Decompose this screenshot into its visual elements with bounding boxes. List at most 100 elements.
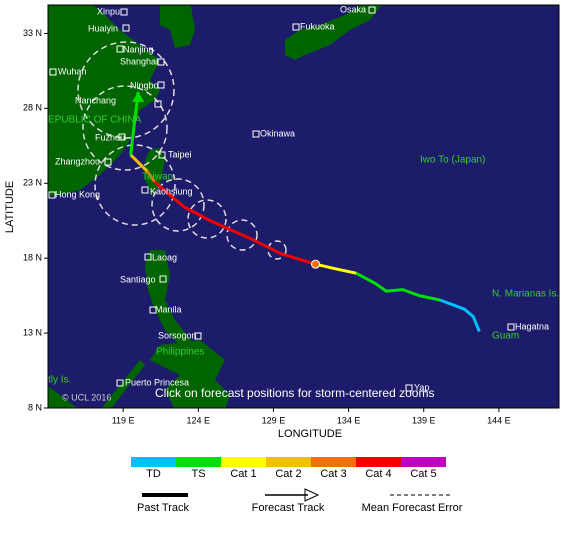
legend-label: TD bbox=[146, 468, 161, 480]
region-label: tly Is. bbox=[48, 375, 71, 386]
city-label: Kaohsiung bbox=[150, 186, 193, 196]
regions: EPUBLIC OF CHINA Taiwan Iwo To (Japan) N. M… bbox=[48, 115, 559, 386]
city-label: Ningbo bbox=[130, 80, 159, 90]
city-marker bbox=[104, 158, 112, 166]
legend-swatch bbox=[131, 457, 176, 467]
x-tick-label: 134 E bbox=[337, 415, 361, 425]
region-label: EPUBLIC OF CHINA bbox=[48, 115, 142, 126]
legend-label: Cat 5 bbox=[410, 468, 436, 480]
city-marker bbox=[116, 379, 124, 387]
city-marker bbox=[507, 323, 515, 331]
city-marker bbox=[154, 100, 162, 108]
track-segment bbox=[439, 298, 481, 333]
city-label: Fukuoka bbox=[300, 21, 335, 31]
track-segment bbox=[153, 180, 316, 266]
hint: Click on forecast positions for storm-ce… bbox=[155, 386, 434, 400]
y-tick-label: 13 N bbox=[23, 327, 42, 337]
x-tick-label: 139 E bbox=[412, 415, 436, 425]
y-tick-label: 8 N bbox=[28, 402, 42, 412]
city-label: Nanjing bbox=[123, 44, 154, 54]
legend-label: TS bbox=[191, 468, 205, 480]
legend-swatch bbox=[401, 457, 446, 467]
track-segment bbox=[355, 271, 441, 302]
city-marker bbox=[252, 130, 260, 138]
city-marker bbox=[157, 58, 165, 66]
track-segment bbox=[129, 91, 140, 155]
legend-line-label: Mean Forecast Error bbox=[362, 502, 463, 514]
city-label: Shanghai bbox=[120, 56, 158, 66]
legend-line-label: Forecast Track bbox=[252, 502, 325, 514]
y-tick-label: 33 N bbox=[23, 28, 42, 38]
track-segment bbox=[129, 153, 149, 173]
x-tick-label: 119 E bbox=[112, 415, 135, 425]
city-marker bbox=[157, 81, 165, 89]
y-tick-label: 28 N bbox=[23, 103, 42, 113]
arrow-head bbox=[132, 91, 145, 102]
legend-swatch bbox=[176, 457, 221, 467]
y-tick-label: 23 N bbox=[23, 178, 42, 188]
city-marker bbox=[159, 275, 167, 283]
x-tick-label: 129 E bbox=[262, 415, 286, 425]
city-marker bbox=[49, 68, 57, 76]
x-tick-label: 124 E bbox=[187, 415, 211, 425]
city-marker bbox=[141, 186, 149, 194]
city-marker bbox=[158, 151, 166, 159]
city-label: Santiago bbox=[120, 274, 156, 284]
land bbox=[48, 5, 382, 408]
city-label: Nanchang bbox=[75, 95, 116, 105]
cities: Xinpu Huaiyin Nanjing Shanghai Wuhan Ningbo Na… bbox=[48, 4, 549, 392]
city-label: Okinawa bbox=[260, 128, 295, 138]
city-label: Yap bbox=[414, 382, 429, 392]
city-label: Zhangzhou bbox=[55, 156, 100, 166]
city-label: Hong Kong bbox=[55, 189, 100, 199]
city-label: Taipei bbox=[168, 149, 192, 159]
city-label: Osaka bbox=[340, 4, 366, 14]
city-marker bbox=[149, 306, 157, 314]
y-label: LATITUDE bbox=[4, 181, 16, 233]
city-label: Hagatna bbox=[515, 321, 549, 331]
region-label: N. Marianas Is. bbox=[492, 289, 559, 300]
region-label: Guam bbox=[492, 331, 519, 342]
city-marker bbox=[144, 253, 152, 261]
city-label: Laoag bbox=[152, 252, 177, 262]
copyright: © UCL 2016 bbox=[62, 392, 111, 402]
city-marker bbox=[116, 45, 124, 53]
city-marker bbox=[194, 332, 202, 340]
city-marker bbox=[368, 6, 376, 14]
legend: TD TS Cat 1 Cat 2 Cat 3 Cat 4 Cat 5 Past Track F… bbox=[131, 457, 463, 514]
legend-swatch bbox=[311, 457, 356, 467]
city-marker bbox=[405, 384, 413, 392]
city-marker bbox=[120, 8, 128, 16]
legend-label: Cat 3 bbox=[320, 468, 346, 480]
city-label: Huaiyin bbox=[88, 23, 118, 33]
legend-swatch bbox=[221, 457, 266, 467]
city-label: Puerto Princesa bbox=[125, 377, 189, 387]
x-tick-label: 144 E bbox=[487, 415, 511, 425]
track-segment bbox=[145, 170, 156, 183]
city-label: Wuhan bbox=[58, 66, 86, 76]
legend-label: Cat 1 bbox=[230, 468, 256, 480]
city-marker bbox=[122, 24, 130, 32]
city-marker bbox=[118, 133, 126, 141]
city-label: Manila bbox=[155, 304, 182, 314]
legend-label: Cat 2 bbox=[275, 468, 301, 480]
legend-swatch bbox=[266, 457, 311, 467]
track bbox=[129, 91, 481, 333]
region-label: Taiwan bbox=[142, 172, 173, 183]
frame bbox=[47, 4, 560, 409]
track-segment bbox=[315, 262, 357, 275]
city-marker bbox=[292, 23, 300, 31]
current-position bbox=[311, 259, 321, 269]
region-label: Iwo To (Japan) bbox=[420, 155, 485, 166]
city-label: Sorsogon bbox=[158, 330, 197, 340]
y-tick-label: 18 N bbox=[23, 253, 42, 263]
city-label: Xinpu bbox=[97, 6, 120, 16]
legend-swatch bbox=[356, 457, 401, 467]
legend-line-label: Past Track bbox=[137, 502, 189, 514]
x-label: LONGITUDE bbox=[278, 428, 342, 440]
city-label: Fuzhou bbox=[95, 132, 125, 142]
ticks: 119 E 124 E 129 E 134 E 139 E 144 E 8 N 13 N 18 … bbox=[23, 4, 560, 425]
legend-label: Cat 4 bbox=[365, 468, 391, 480]
city-marker bbox=[48, 191, 56, 199]
